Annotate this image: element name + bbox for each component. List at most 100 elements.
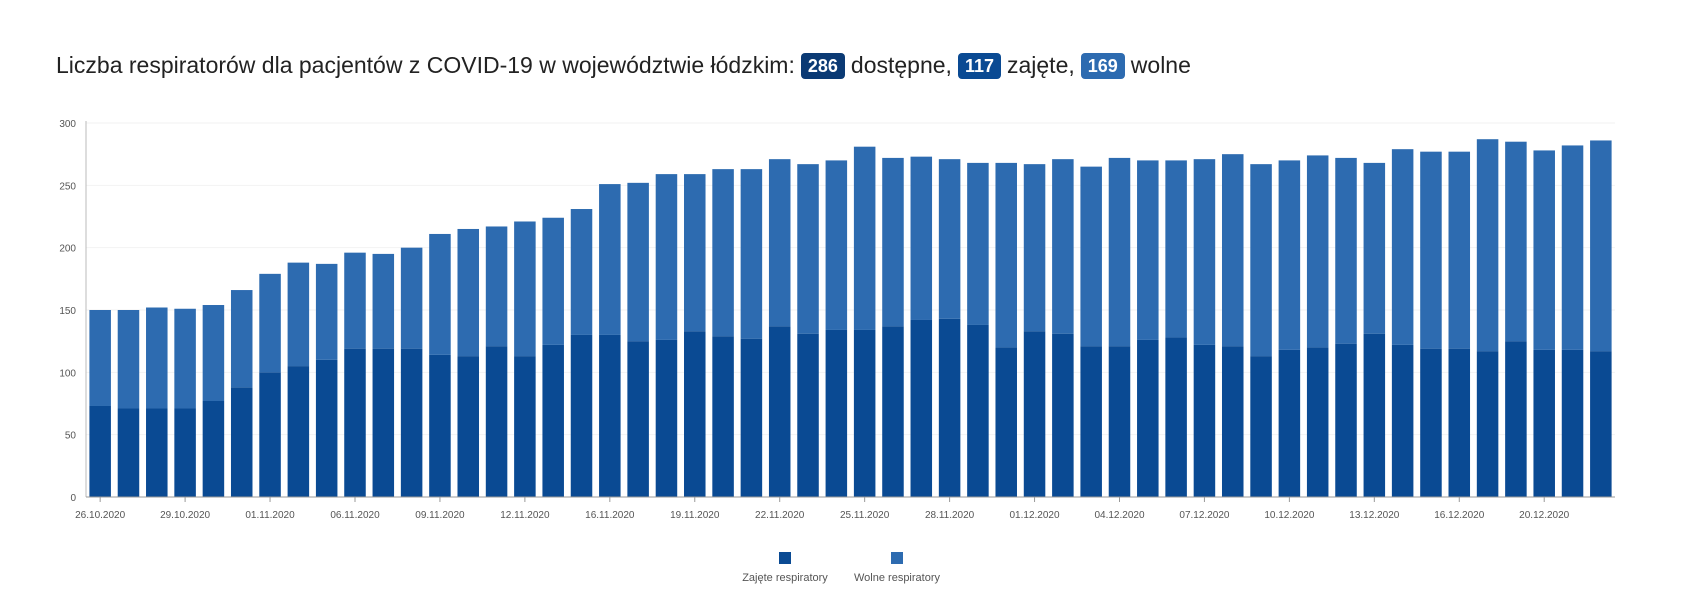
bar-occupied <box>259 372 281 497</box>
bar-occupied <box>117 408 140 497</box>
bar-free <box>259 273 281 373</box>
stacked-bar-chart: 0 50 100 150 200 250 300 26.10.2020 29.10.2020 01… <box>59 119 1615 521</box>
bar-occupied <box>1052 333 1074 497</box>
bar-occupied <box>174 408 196 497</box>
bar-free <box>1250 164 1272 357</box>
occupied-badge: 117 <box>957 52 1001 79</box>
bar-free <box>1278 160 1301 350</box>
bar-free <box>344 252 366 349</box>
bar-occupied <box>230 387 253 497</box>
bar-free <box>230 290 253 388</box>
legend-label-occupied: Zajęte respiratory <box>742 572 828 584</box>
bar-free <box>514 221 536 357</box>
bar-occupied <box>797 333 819 497</box>
bar-free <box>315 263 338 360</box>
bar-occupied <box>89 405 111 497</box>
bar-free <box>485 226 508 347</box>
bar-free <box>570 209 593 335</box>
bar-free <box>853 146 876 330</box>
bar-occupied <box>1335 343 1357 497</box>
bar-free <box>1080 166 1102 347</box>
bar-occupied <box>1193 344 1216 497</box>
legend-label-free: Wolne respiratory <box>854 572 940 584</box>
bar-free <box>146 307 168 409</box>
bar-occupied <box>1448 348 1471 497</box>
bar-free <box>400 247 423 349</box>
bar-free <box>1023 164 1046 332</box>
bar-occupied <box>400 348 423 497</box>
x-tick-label: 26.10.2020 <box>75 510 125 521</box>
y-tick-label: 0 <box>70 493 76 504</box>
bar-occupied <box>1561 349 1584 497</box>
bar-occupied <box>825 329 848 497</box>
bar-occupied <box>1476 351 1499 497</box>
bar-occupied <box>344 348 366 497</box>
bar-occupied <box>1250 356 1272 497</box>
bar-free <box>457 228 480 357</box>
x-tick-label: 01.12.2020 <box>1010 510 1060 521</box>
bar-free <box>1193 159 1216 345</box>
bar-occupied <box>1080 346 1102 497</box>
bar-free <box>938 159 961 319</box>
x-tick-label: 29.10.2020 <box>160 510 210 521</box>
x-tick-label: 19.11.2020 <box>670 510 720 521</box>
x-tick-label: 28.11.2020 <box>925 510 975 521</box>
free-badge: 169 <box>1080 52 1125 79</box>
bar-free <box>1533 150 1555 350</box>
bar-occupied <box>853 329 876 497</box>
y-tick-label: 250 <box>59 181 76 192</box>
bar-occupied <box>1363 333 1386 497</box>
x-tick-label: 12.11.2020 <box>500 510 550 521</box>
bar-occupied <box>1108 346 1131 497</box>
bar-occupied <box>1278 349 1301 497</box>
bar-occupied <box>1023 331 1046 497</box>
bar-occupied <box>995 347 1017 497</box>
bar-free <box>1221 154 1244 347</box>
y-tick-label: 150 <box>59 306 76 317</box>
bar-occupied <box>485 346 508 497</box>
bar-free <box>1108 157 1131 347</box>
legend-item-free[interactable]: Wolne respiratory <box>842 552 952 584</box>
bar-free <box>1391 149 1414 345</box>
bar-occupied <box>202 401 225 497</box>
bar-occupied <box>1505 341 1527 497</box>
y-tick-label: 50 <box>65 431 77 442</box>
bar-occupied <box>315 359 338 497</box>
bar-occupied <box>1533 349 1555 497</box>
bar-free <box>287 262 310 367</box>
x-tick-label: 09.11.2020 <box>415 510 465 521</box>
x-tick-label: 13.12.2020 <box>1349 510 1399 521</box>
bar-occupied <box>768 326 791 497</box>
bar-occupied <box>146 408 168 497</box>
bar-occupied <box>429 354 451 497</box>
bar-occupied <box>599 334 621 497</box>
bar-free <box>599 184 621 335</box>
bar-occupied <box>1391 344 1414 497</box>
x-tick-label: 06.11.2020 <box>330 510 380 521</box>
available-label: dostępne, <box>850 52 952 78</box>
legend-swatch-occupied <box>779 552 791 564</box>
x-tick-label: 07.12.2020 <box>1179 510 1229 521</box>
x-tick-label: 01.11.2020 <box>245 510 295 521</box>
x-tick-label: 10.12.2020 <box>1264 510 1314 521</box>
bar-free <box>1335 157 1357 344</box>
x-tick-label: 22.11.2020 <box>755 510 805 521</box>
bar-free <box>995 162 1017 348</box>
bar-free <box>797 164 819 334</box>
bar-occupied <box>1590 351 1612 497</box>
x-tick-label: 16.12.2020 <box>1434 510 1484 521</box>
bar-occupied <box>740 338 763 497</box>
bar-free <box>655 174 678 340</box>
legend-item-occupied[interactable]: Zajęte respiratory <box>730 552 840 584</box>
occupied-label: zajęte, <box>1006 52 1075 78</box>
bar-free <box>1505 141 1527 342</box>
bar-free <box>542 217 564 345</box>
legend: Zajęte respiratory Wolne respiratory <box>0 552 1704 602</box>
bar-free <box>910 156 933 320</box>
bar-occupied <box>1221 346 1244 497</box>
y-tick-label: 300 <box>59 119 76 130</box>
bar-free <box>627 182 649 342</box>
bar-occupied <box>655 339 678 497</box>
bar-free <box>1590 140 1612 352</box>
free-label: wolne <box>1130 52 1191 78</box>
